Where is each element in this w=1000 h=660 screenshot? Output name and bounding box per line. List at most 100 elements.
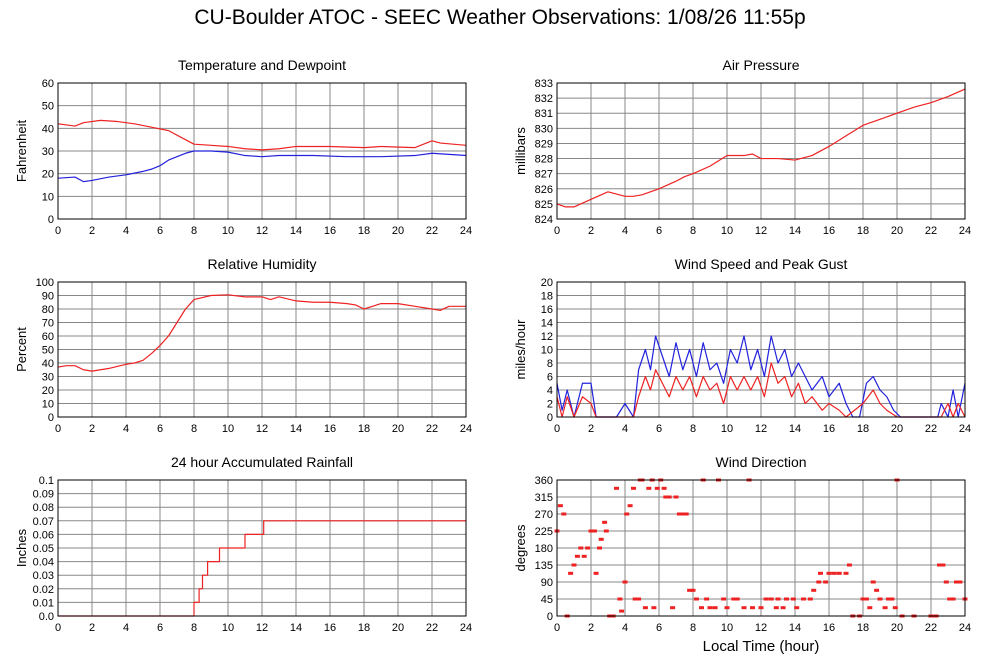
data-point xyxy=(863,597,869,601)
data-point xyxy=(886,597,891,601)
x-tick-label: 2 xyxy=(588,423,594,435)
data-point xyxy=(670,606,676,610)
data-point xyxy=(704,597,710,601)
x-tick-label: 2 xyxy=(588,225,594,237)
x-tick-label: 8 xyxy=(690,622,696,634)
x-tick-label: 24 xyxy=(959,423,971,435)
y-tick-label: 135 xyxy=(535,560,553,572)
y-tick-label: 180 xyxy=(535,543,553,555)
data-point xyxy=(773,606,779,610)
data-point xyxy=(741,606,747,610)
data-point xyxy=(690,588,696,592)
y-tick-label: 50 xyxy=(42,345,54,357)
x-tick-label: 2 xyxy=(89,225,95,237)
y-tick-label: 0.04 xyxy=(33,557,54,569)
data-point xyxy=(693,597,699,601)
chart-title: Air Pressure xyxy=(722,57,799,73)
x-tick-label: 14 xyxy=(290,225,302,237)
x-tick-label: 20 xyxy=(891,423,903,435)
data-point xyxy=(636,597,642,601)
x-tick-label: 22 xyxy=(426,423,438,435)
x-tick-label: 2 xyxy=(89,423,95,435)
y-tick-label: 6 xyxy=(547,372,553,384)
y-tick-label: 20 xyxy=(42,385,54,397)
y-axis-label: miles/hour xyxy=(513,319,528,380)
x-tick-label: 20 xyxy=(891,622,903,634)
data-point xyxy=(624,512,630,516)
x-tick-label: 8 xyxy=(191,225,197,237)
data-point xyxy=(826,571,832,575)
x-tick-label: 22 xyxy=(426,225,438,237)
data-point xyxy=(784,597,789,601)
x-tick-label: 10 xyxy=(222,423,234,435)
x-tick-label: 20 xyxy=(891,225,903,237)
data-point xyxy=(794,606,800,610)
data-point xyxy=(877,597,883,601)
data-point xyxy=(870,580,876,584)
x-tick-label: 10 xyxy=(721,622,733,634)
y-tick-label: 14 xyxy=(541,318,553,330)
x-tick-label: 8 xyxy=(191,423,197,435)
series-line-0 xyxy=(57,294,466,372)
y-tick-label: 225 xyxy=(535,526,553,538)
x-tick-label: 16 xyxy=(823,622,835,634)
y-tick-label: 0.08 xyxy=(33,502,54,514)
data-point xyxy=(617,597,623,601)
x-tick-label: 20 xyxy=(392,225,404,237)
plot-frame xyxy=(556,479,966,617)
x-tick-label: 0 xyxy=(55,225,61,237)
chart-title: 24 hour Accumulated Rainfall xyxy=(171,454,353,470)
data-point xyxy=(750,606,755,610)
x-tick-label: 18 xyxy=(857,622,869,634)
y-tick-label: 831 xyxy=(535,108,553,120)
x-tick-label: 18 xyxy=(358,225,370,237)
y-tick-label: 10 xyxy=(42,191,54,203)
data-point xyxy=(642,606,648,610)
data-point xyxy=(940,563,946,567)
data-point xyxy=(598,537,604,541)
data-point xyxy=(680,512,686,516)
y-tick-label: 0.02 xyxy=(33,584,54,596)
data-point xyxy=(947,597,953,601)
data-point xyxy=(836,571,842,575)
y-tick-label: 0.09 xyxy=(33,489,54,501)
x-tick-label: 6 xyxy=(157,622,163,634)
y-tick-label: 40 xyxy=(42,358,54,370)
y-tick-label: 70 xyxy=(42,318,54,330)
data-point xyxy=(585,546,591,550)
y-tick-label: 0.03 xyxy=(33,570,54,582)
y-tick-label: 45 xyxy=(541,594,553,606)
data-point xyxy=(758,606,764,610)
y-tick-label: 90 xyxy=(541,577,553,589)
data-point xyxy=(818,571,823,575)
data-point xyxy=(631,486,636,490)
data-point xyxy=(632,597,638,601)
data-point xyxy=(734,597,740,601)
data-point xyxy=(593,571,599,575)
series-line-0 xyxy=(57,119,467,151)
y-tick-label: 20 xyxy=(42,169,54,181)
plot-frame xyxy=(556,82,966,220)
y-tick-label: 360 xyxy=(535,475,553,487)
x-tick-label: 12 xyxy=(256,622,268,634)
x-tick-label: 0 xyxy=(55,622,61,634)
plot-frame xyxy=(57,82,467,220)
x-tick-label: 2 xyxy=(588,622,594,634)
y-tick-label: 270 xyxy=(535,509,553,521)
data-point xyxy=(614,486,619,490)
x-tick-label: 10 xyxy=(222,225,234,237)
y-tick-label: 50 xyxy=(42,101,54,113)
y-tick-label: 60 xyxy=(42,331,54,343)
x-tick-label: 12 xyxy=(256,225,268,237)
data-point xyxy=(571,563,577,567)
y-tick-label: 4 xyxy=(547,385,553,397)
x-tick-label: 16 xyxy=(823,423,835,435)
y-tick-label: 0.01 xyxy=(33,597,54,609)
y-tick-label: 90 xyxy=(42,291,54,303)
data-point xyxy=(811,588,817,592)
x-tick-label: 10 xyxy=(721,423,733,435)
y-tick-label: 20 xyxy=(541,277,553,289)
